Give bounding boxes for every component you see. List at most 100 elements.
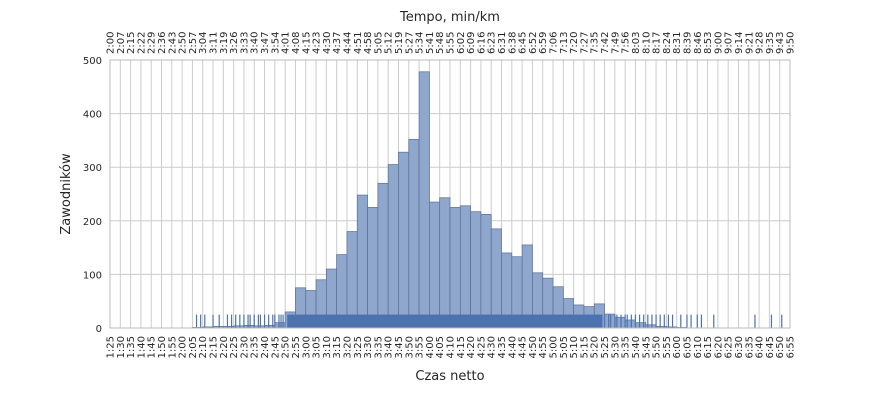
x-tick-label: 6:15 [703,336,714,358]
x-tick-label: 1:30 [116,336,127,358]
histogram-bar [398,151,410,329]
x2-tick-label: 6:02 [456,32,467,54]
x2-tick-label: 6:59 [538,32,549,54]
x2-tick-label: 4:15 [301,32,312,54]
x-tick-label: 4:35 [497,336,508,358]
x2-tick-label: 3:19 [219,32,230,54]
x-tick-label: 6:50 [775,336,786,358]
x2-tick-label: 7:20 [569,32,580,54]
x-tick-label: 3:15 [332,336,343,358]
x2-tick-label: 9:43 [775,32,786,54]
x-tick-label: 4:10 [446,336,457,358]
x2-tick-label: 9:35 [765,32,776,54]
x-tick-label: 5:05 [559,336,570,358]
x-tick-label: 4:20 [466,336,477,358]
x2-tick-label: 2:36 [157,32,168,54]
x-tick-label: 2:25 [229,336,240,358]
x-tick-label: 2:35 [250,336,261,358]
x-tick-label: 5:20 [590,336,601,358]
histogram-bar [470,211,482,329]
x2-tick-label: 9:14 [734,32,745,54]
x2-tick-label: 4:23 [312,32,323,54]
x-tick-label: 5:35 [621,336,632,358]
x-tick-label: 2:10 [198,336,209,358]
x-tick-label: 4:25 [476,336,487,358]
x2-tick-label: 9:50 [786,32,797,54]
x-tick-label: 2:40 [260,336,271,358]
histogram-bar [480,214,492,329]
x2-tick-label: 5:19 [394,32,405,54]
x2-tick-label: 4:51 [353,32,364,54]
x-tick-label: 1:25 [106,336,117,358]
x2-tick-label: 6:52 [528,32,539,54]
x2-tick-label: 3:11 [209,32,220,54]
histogram-bar [490,228,502,329]
x-tick-label: 1:45 [147,336,158,358]
x2-tick-label: 7:06 [549,32,560,54]
x2-axis-title: Tempo, min/km [399,10,500,25]
x-tick-label: 3:55 [415,336,426,358]
histogram-bar [418,71,430,329]
histogram-bar [439,197,451,329]
x2-tick-label: 8:10 [641,32,652,54]
x2-tick-label: 3:54 [270,32,281,54]
x-tick-label: 6:00 [672,336,683,358]
x2-tick-label: 2:00 [106,32,117,54]
x2-tick-label: 2:43 [167,32,178,54]
x-tick-label: 3:40 [384,336,395,358]
x-axis-title: Czas netto [415,369,484,384]
x2-tick-label: 4:44 [342,32,353,54]
rug-marks [195,314,783,328]
x-tick-label: 2:30 [239,336,250,358]
x-tick-label: 6:30 [734,336,745,358]
x-tick-label: 3:35 [373,336,384,358]
x2-tick-label: 5:48 [435,32,446,54]
x2-tick-label: 5:34 [415,32,426,54]
histogram-bar [377,182,389,329]
x2-tick-label: 5:41 [425,32,436,54]
histogram-bar [346,231,358,329]
x2-tick-label: 2:57 [188,32,199,54]
x-tick-label: 3:00 [301,336,312,358]
x-tick-label: 3:20 [342,336,353,358]
x2-tick-label: 5:12 [384,32,395,54]
x2-tick-label: 6:45 [518,32,529,54]
x-tick-label: 2:20 [219,336,230,358]
x2-tick-label: 5:55 [446,32,457,54]
x2-tick-label: 2:50 [178,32,189,54]
x2-tick-label: 6:16 [476,32,487,54]
x2-tick-label: 9:28 [755,32,766,54]
x2-tick-label: 9:00 [713,32,724,54]
x2-tick-label: 2:07 [116,32,127,54]
x-tick-label: 6:45 [765,336,776,358]
x2-tick-label: 7:49 [610,32,621,54]
y-tick-label: 400 [83,110,102,121]
x-tick-label: 6:25 [724,336,735,358]
x2-tick-label: 8:17 [652,32,663,54]
x-tick-label: 5:50 [652,336,663,358]
x2-tick-label: 9:21 [744,32,755,54]
x2-tick-label: 8:46 [693,32,704,54]
x-tick-label: 5:25 [600,336,611,358]
x-tick-label: 6:40 [755,336,766,358]
x2-tick-label: 9:07 [724,32,735,54]
x2-tick-label: 3:47 [260,32,271,54]
x-tick-label: 3:45 [394,336,405,358]
y-tick-label: 100 [83,270,102,281]
x2-tick-label: 8:31 [672,32,683,54]
x2-tick-label: 6:31 [497,32,508,54]
x2-tick-label: 2:22 [136,32,147,54]
x2-tick-label: 3:04 [198,32,209,54]
x2-tick-label: 8:24 [662,32,673,54]
x-tick-label: 3:50 [404,336,415,358]
x-bottom-tick-labels: 1:25 1:30 1:35 1:40 1:45 1:50 1:55 2:00 2:05 2:10… [106,336,797,358]
x2-tick-label: 7:35 [590,32,601,54]
x2-tick-label: 8:03 [631,32,642,54]
y-tick-label: 500 [83,56,102,67]
x-tick-label: 4:15 [456,336,467,358]
x-tick-label: 3:05 [312,336,323,358]
x2-tick-label: 3:33 [239,32,250,54]
x2-tick-label: 6:09 [466,32,477,54]
x-tick-label: 2:05 [188,336,199,358]
x-tick-label: 2:15 [209,336,220,358]
